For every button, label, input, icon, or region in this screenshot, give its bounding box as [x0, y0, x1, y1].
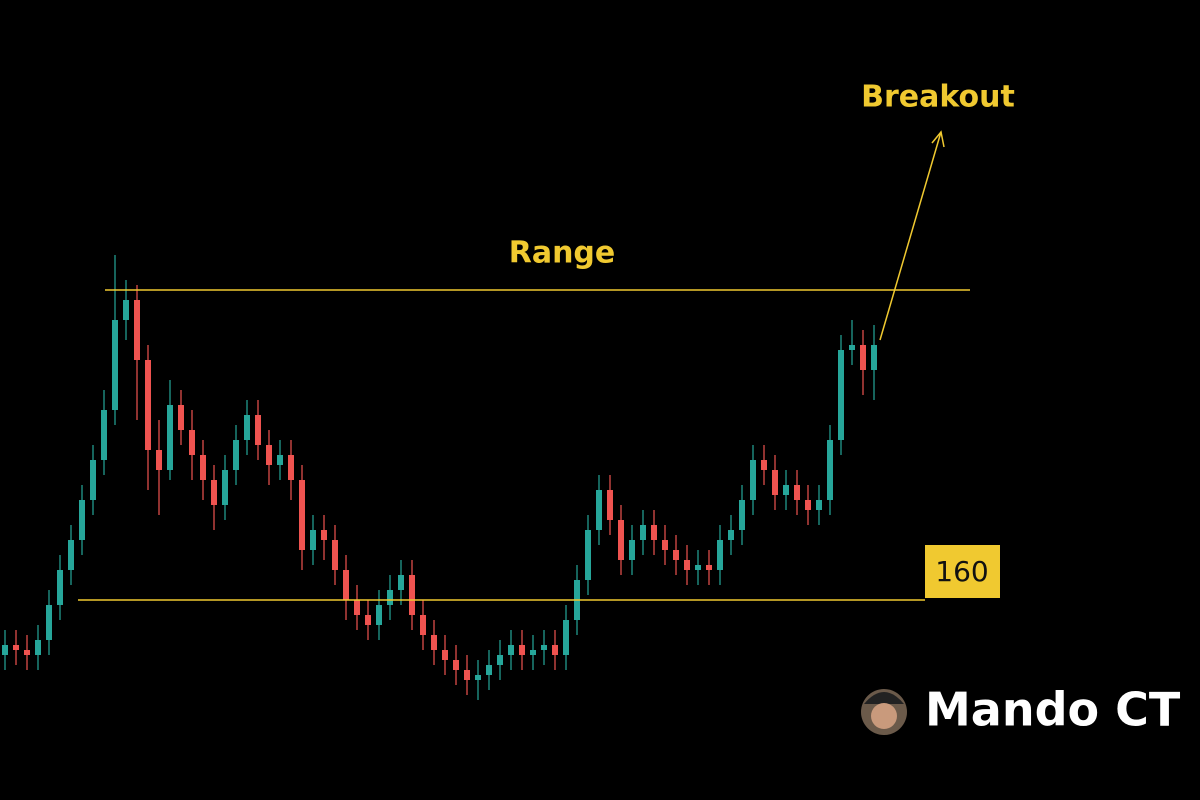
candle-body: [310, 530, 316, 550]
candle-body: [827, 440, 833, 500]
candle-body: [618, 520, 624, 560]
candle-body: [486, 665, 492, 675]
candle-body: [442, 650, 448, 660]
candle-body: [541, 645, 547, 650]
candle-body: [750, 460, 756, 500]
candle-body: [35, 640, 41, 655]
candle-body: [607, 490, 613, 520]
candle-body: [508, 645, 514, 655]
range-label: Range: [509, 236, 616, 271]
candle-body: [365, 615, 371, 625]
candle-body: [717, 540, 723, 570]
candle-body: [145, 360, 151, 450]
candle-body: [585, 530, 591, 580]
candle-body: [387, 590, 393, 605]
candle-body: [46, 605, 52, 640]
candle-body: [596, 490, 602, 530]
candle-body: [420, 615, 426, 635]
candle-body: [651, 525, 657, 540]
candle-body: [552, 645, 558, 655]
candle-body: [2, 645, 8, 655]
candle-body: [112, 320, 118, 410]
support-label: 160: [935, 555, 988, 588]
candle-body: [189, 430, 195, 455]
candle-body: [409, 575, 415, 615]
candle-body: [563, 620, 569, 655]
support-badge: [925, 545, 1000, 598]
candle-body: [871, 345, 877, 370]
candle-body: [816, 500, 822, 510]
candle-body: [662, 540, 668, 550]
candle-body: [706, 565, 712, 570]
candle-body: [244, 415, 250, 440]
candle-body: [200, 455, 206, 480]
candle-body: [497, 655, 503, 665]
candle-body: [629, 540, 635, 560]
candle-body: [783, 485, 789, 495]
candle-body: [167, 405, 173, 470]
candle-body: [860, 345, 866, 370]
candle-body: [695, 565, 701, 570]
candle-body: [673, 550, 679, 560]
candle-body: [222, 470, 228, 505]
candle-body: [354, 600, 360, 615]
candle-body: [464, 670, 470, 680]
candle-body: [838, 350, 844, 440]
candle-body: [123, 300, 129, 320]
candle-body: [794, 485, 800, 500]
candle-body: [255, 415, 261, 445]
watermark: Mando CT: [925, 683, 1181, 737]
candle-body: [68, 540, 74, 570]
candle-body: [90, 460, 96, 500]
candle-body: [156, 450, 162, 470]
candle-body: [376, 605, 382, 625]
candle-body: [453, 660, 459, 670]
candle-body: [684, 560, 690, 570]
candles: [2, 255, 877, 700]
candle-body: [277, 455, 283, 465]
candle-body: [24, 650, 30, 655]
candle-body: [211, 480, 217, 505]
candle-body: [57, 570, 63, 605]
candle-body: [398, 575, 404, 590]
candle-body: [343, 570, 349, 600]
candle-body: [332, 540, 338, 570]
candle-body: [178, 405, 184, 430]
candle-body: [849, 345, 855, 350]
candle-body: [805, 500, 811, 510]
candle-body: [761, 460, 767, 470]
candle-body: [475, 675, 481, 680]
candle-body: [772, 470, 778, 495]
candle-body: [233, 440, 239, 470]
avatar: [861, 689, 907, 735]
candle-body: [101, 410, 107, 460]
candle-body: [299, 480, 305, 550]
candle-body: [288, 455, 294, 480]
candle-body: [431, 635, 437, 650]
candle-body: [134, 300, 140, 360]
breakout-arrow: [879, 130, 945, 341]
candle-body: [728, 530, 734, 540]
candle-body: [530, 650, 536, 655]
candle-body: [321, 530, 327, 540]
breakout-label: Breakout: [861, 80, 1015, 115]
candle-body: [519, 645, 525, 655]
candle-body: [640, 525, 646, 540]
candle-body: [739, 500, 745, 530]
candle-body: [13, 645, 19, 650]
candle-body: [266, 445, 272, 465]
candle-body: [79, 500, 85, 540]
